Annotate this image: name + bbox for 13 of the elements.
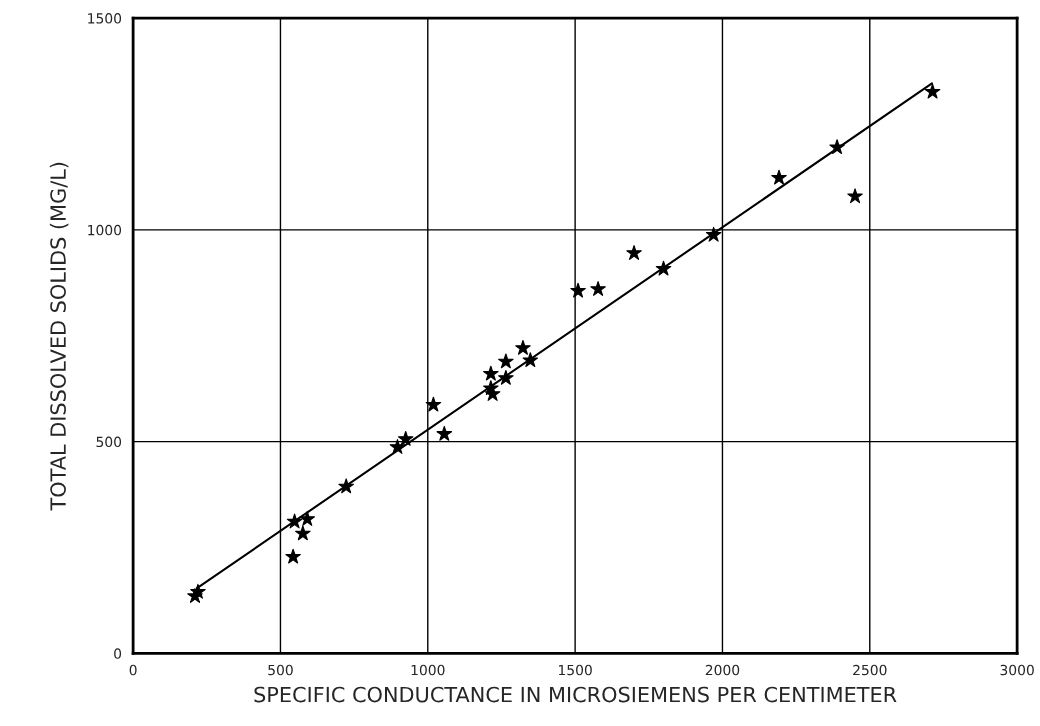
x-tick-label: 3000: [1000, 664, 1034, 676]
x-tick-label: 1500: [558, 664, 592, 676]
y-axis-title: TOTAL DISSOLVED SOLIDS (MG/L): [49, 162, 69, 511]
x-tick-label: 2000: [705, 664, 740, 676]
x-tick-label: 2500: [853, 664, 887, 676]
x-tick-label: 0: [129, 664, 137, 676]
x-axis-title: SPECIFIC CONDUCTANCE IN MICROSIEMENS PER CENTIMETER: [254, 686, 897, 703]
y-tick-label: 1000: [88, 224, 122, 236]
y-tick-label: 0: [114, 648, 122, 659]
y-tick-label: 1500: [88, 13, 122, 24]
x-tick-label: 500: [268, 664, 293, 676]
y-tick-label: 500: [96, 436, 122, 448]
x-tick-label: 1000: [411, 664, 445, 676]
